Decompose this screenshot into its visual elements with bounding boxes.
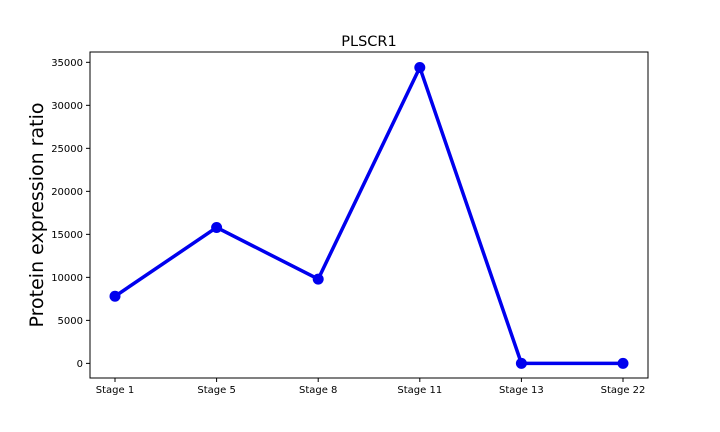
- y-tick-label: 15000: [51, 230, 83, 241]
- y-tick-label: 25000: [51, 144, 83, 155]
- plot-frame: [89, 51, 649, 379]
- series-line: [114, 65, 623, 366]
- plot-area: 0 5000 10000 15000 20000 25000 30000 35000 Stage…: [51, 51, 649, 396]
- data-point: [617, 357, 629, 369]
- x-tick-label: Stage 13: [499, 385, 544, 396]
- y-tick-label: 20000: [51, 187, 83, 198]
- y-tick-label: 0: [77, 359, 83, 370]
- x-tick-label: Stage 5: [197, 385, 235, 396]
- data-point: [312, 273, 324, 285]
- x-tick-label: Stage 22: [601, 385, 646, 396]
- data-point: [211, 221, 223, 233]
- data-point: [414, 61, 426, 73]
- data-point: [109, 290, 121, 302]
- y-tick-label: 35000: [51, 58, 83, 69]
- y-tick-label: 5000: [58, 316, 83, 327]
- data-point: [515, 357, 527, 369]
- y-axis-label: Protein expression ratio: [26, 103, 48, 328]
- y-tick-label: 30000: [51, 101, 83, 112]
- x-tick-label: Stage 11: [397, 385, 442, 396]
- x-tick-label: Stage 1: [96, 385, 134, 396]
- chart-title: PLSCR1: [341, 34, 396, 50]
- x-tick-label: Stage 8: [299, 385, 337, 396]
- y-tick-label: 10000: [51, 273, 83, 284]
